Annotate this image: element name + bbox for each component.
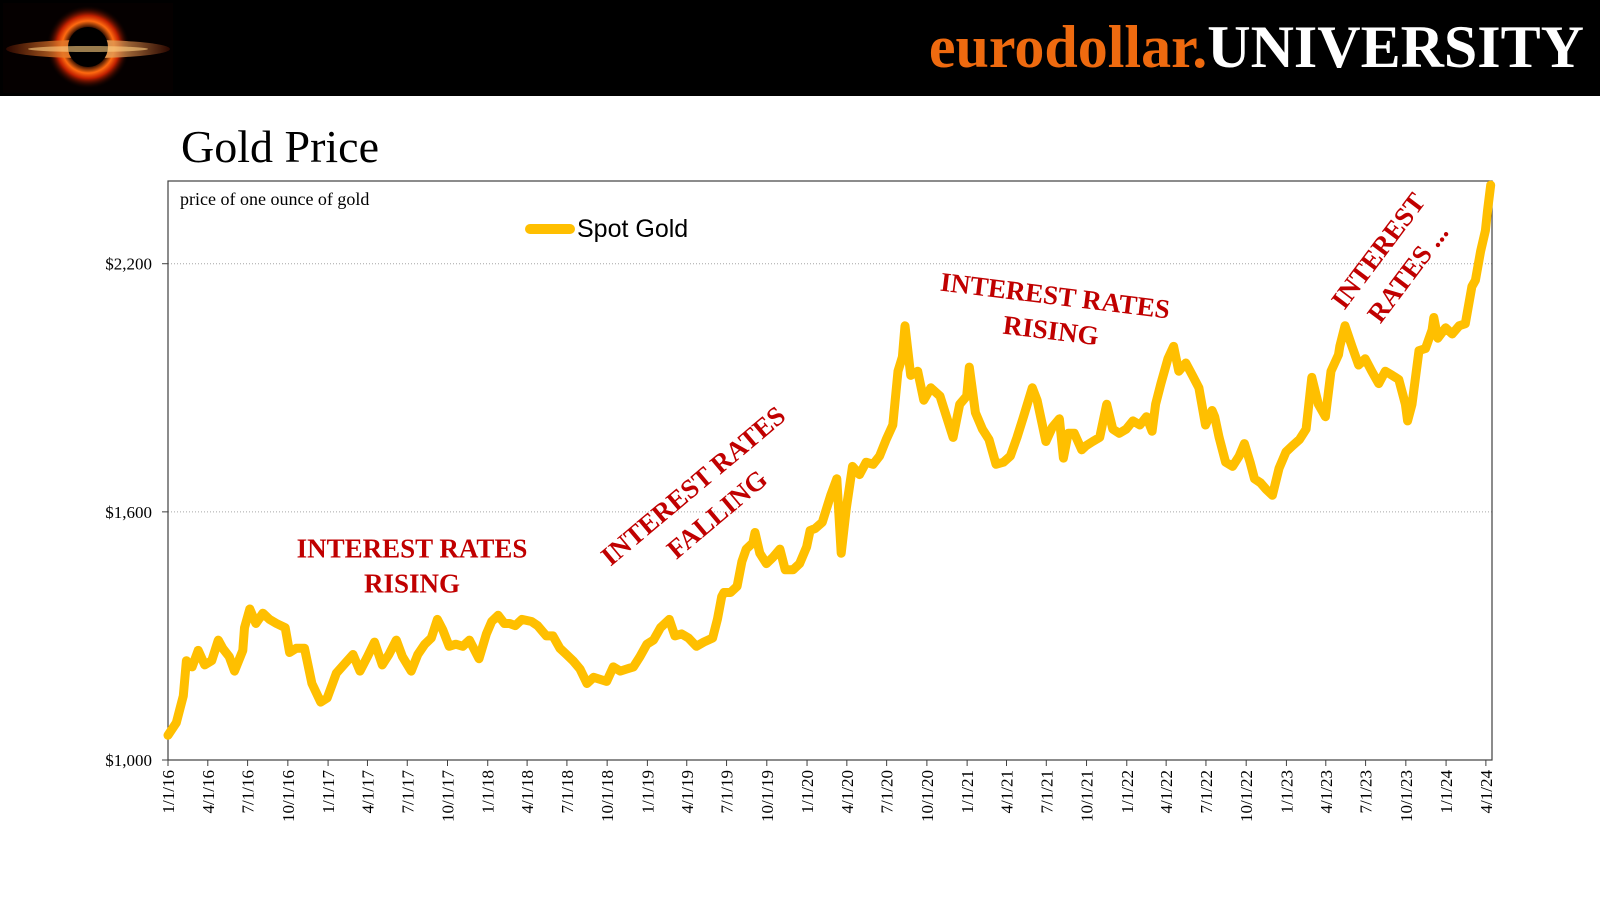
- annotation-line: INTEREST RATES: [297, 534, 528, 564]
- x-tick-label: 7/1/17: [398, 770, 417, 814]
- x-tick-label: 10/1/19: [758, 770, 777, 822]
- x-tick-label: 10/1/17: [438, 770, 457, 822]
- x-tick-label: 7/1/21: [1037, 770, 1056, 813]
- x-tick-label: 4/1/22: [1157, 770, 1176, 813]
- x-tick-label: 10/1/18: [598, 770, 617, 822]
- brand-primary: eurodollar.: [928, 14, 1208, 80]
- black-hole-logo-icon: [3, 3, 173, 93]
- brand-secondary: UNIVERSITY: [1207, 14, 1584, 80]
- series-line-spot-gold: [163, 180, 1496, 740]
- x-tick-label: 1/1/24: [1437, 770, 1456, 814]
- x-tick-label: 7/1/23: [1357, 770, 1376, 813]
- page-title: Gold Price: [181, 121, 380, 172]
- x-tick-label: 10/1/21: [1078, 770, 1097, 822]
- annotation-line: RISING: [364, 569, 460, 599]
- x-tick-label: 4/1/18: [518, 770, 537, 813]
- x-tick-label: 7/1/20: [878, 770, 897, 813]
- plot-frame: [167, 180, 1493, 761]
- y-tick-label: $1,000: [105, 751, 152, 770]
- chart-subtitle: price of one ounce of gold: [180, 189, 369, 209]
- x-tick-label: 7/1/19: [718, 770, 737, 813]
- x-tick-label: 4/1/16: [199, 770, 218, 813]
- x-tick-label: 10/1/16: [279, 770, 298, 822]
- brand-wordmark: eurodollar.UNIVERSITY: [929, 6, 1584, 88]
- x-tick-label: 1/1/17: [319, 770, 338, 814]
- x-tick-label: 7/1/16: [239, 770, 258, 813]
- x-tick-label: 10/1/23: [1397, 770, 1416, 822]
- x-tick-label: 1/1/23: [1277, 770, 1296, 813]
- x-tick-label: 1/1/22: [1118, 770, 1137, 813]
- x-tick-label: 4/1/23: [1317, 770, 1336, 813]
- x-tick-label: 7/1/18: [558, 770, 577, 813]
- legend-label: Spot Gold: [577, 215, 688, 243]
- header-banner: eurodollar.UNIVERSITY: [0, 0, 1600, 96]
- x-tick-label: 7/1/22: [1197, 770, 1216, 813]
- annotation-line: RISING: [1001, 310, 1100, 351]
- x-tick-label: 1/1/16: [159, 770, 178, 813]
- x-tick-label: 4/1/17: [358, 770, 377, 814]
- chart-annotation: INTERESTRATES ...: [1325, 187, 1454, 328]
- x-tick-label: 4/1/20: [838, 770, 857, 813]
- x-tick-label: 1/1/19: [638, 770, 657, 813]
- x-tick-label: 10/1/20: [918, 770, 937, 822]
- x-tick-label: 1/1/18: [479, 770, 498, 813]
- x-tick-label: 4/1/21: [997, 770, 1016, 813]
- x-tick-label: 1/1/20: [798, 770, 817, 813]
- x-tick-label: 4/1/19: [678, 770, 697, 813]
- y-tick-label: $2,200: [105, 255, 152, 274]
- chart-annotation: INTEREST RATES RISING: [297, 534, 528, 599]
- x-tick-label: 1/1/21: [958, 770, 977, 813]
- x-tick-label: 4/1/24: [1477, 770, 1496, 814]
- y-tick-label: $1,600: [105, 503, 152, 522]
- x-tick-label: 10/1/22: [1237, 770, 1256, 822]
